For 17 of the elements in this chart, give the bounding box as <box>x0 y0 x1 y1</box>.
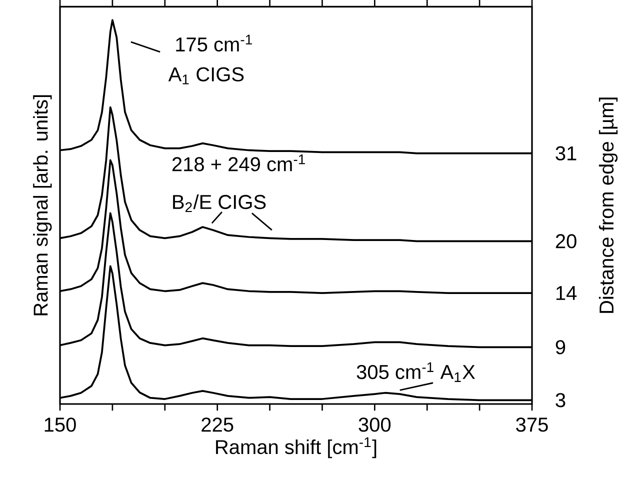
x-tick-label: 150 <box>44 418 76 432</box>
legend-label: 3 <box>556 393 566 408</box>
annotation: A$_{1}$ CIGS <box>168 67 244 84</box>
annotation: 218 + 249 cm$^{-1}$ <box>172 154 305 172</box>
annotation: B$_{2}$/E CIGS <box>173 194 266 212</box>
x-axis-title: Raman shift [cm$^{-1}$] <box>216 437 376 458</box>
x-tick-label: 225 <box>202 418 234 432</box>
annotation: 175 cm$^{-1}$ <box>176 34 252 52</box>
series-label: 9 <box>556 340 566 354</box>
y-axis-title: Raman signal [arb. units] <box>33 95 52 316</box>
series-label: 20 <box>556 234 576 248</box>
series-label: 31 <box>556 146 576 160</box>
annotation: 305 cm$^{-1}$ A$_{1}$X <box>356 362 476 382</box>
x-tick-label: 375 <box>516 418 548 432</box>
series-label: 14 <box>556 286 577 300</box>
x-tick-label: 300 <box>358 418 391 432</box>
y2-axis-title: Distance from edge [µm] <box>598 98 618 313</box>
